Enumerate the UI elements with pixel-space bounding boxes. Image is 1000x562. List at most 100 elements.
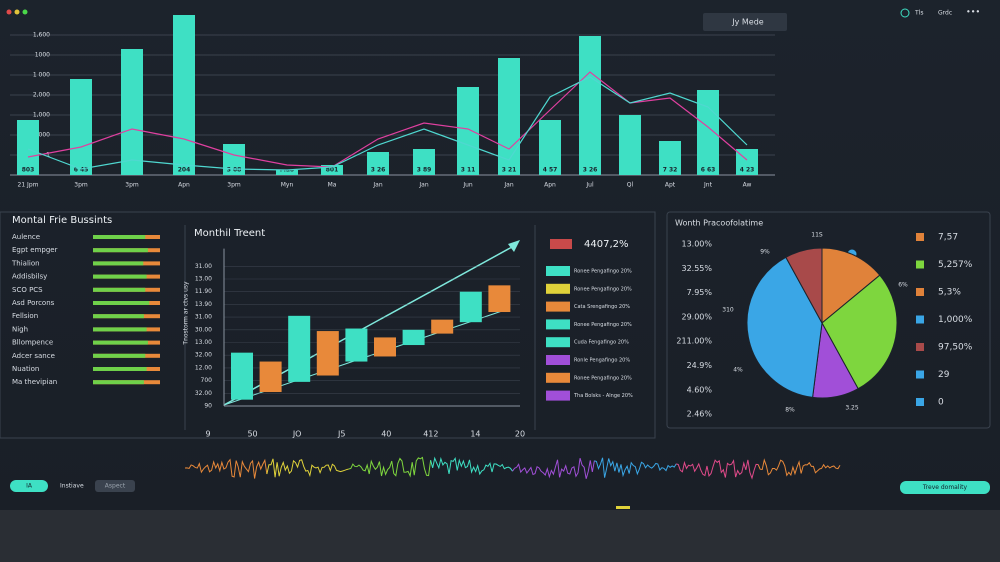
metric-label: Ma thevipian bbox=[12, 378, 57, 386]
action-button[interactable] bbox=[900, 481, 990, 494]
legend-swatch bbox=[546, 266, 570, 276]
grid-label[interactable]: Grdc bbox=[938, 10, 952, 17]
bar-note: 3 89 bbox=[417, 167, 432, 174]
x-tick-label: 21 Jpm bbox=[18, 182, 39, 189]
window-dot bbox=[6, 9, 12, 15]
pie-axis-label: 211.00% bbox=[676, 337, 712, 346]
bar-note: 3 08 bbox=[227, 167, 242, 174]
legend-swatch bbox=[546, 390, 570, 401]
legend-label: Ronee Pengafingo 20% bbox=[574, 286, 632, 292]
y-tick-label: 31.00 bbox=[195, 314, 212, 321]
x-tick-label: Apn bbox=[544, 182, 556, 189]
x-tick-label: Jan bbox=[372, 182, 382, 189]
metric-bar bbox=[93, 248, 148, 253]
range-bar bbox=[345, 328, 368, 362]
y-tick-label: 1,000 bbox=[33, 112, 50, 119]
metric-bar bbox=[93, 314, 144, 319]
pie-axis-label: 32.55% bbox=[681, 264, 712, 273]
trend-title: Monthil Treent bbox=[194, 228, 265, 239]
y-tick-label: 32.00 bbox=[195, 352, 212, 359]
footer-button-label[interactable]: Instiave bbox=[60, 483, 84, 490]
bar bbox=[619, 115, 641, 175]
metric-bar bbox=[93, 340, 148, 345]
pie-axis-label: 24.9% bbox=[687, 361, 713, 370]
mode-button[interactable] bbox=[703, 13, 787, 31]
legend-label: 5,3% bbox=[938, 288, 961, 298]
line-series bbox=[27, 71, 748, 168]
footer-button[interactable] bbox=[10, 480, 48, 492]
x-tick-label: Jul bbox=[585, 182, 594, 189]
wave-segment bbox=[348, 456, 432, 478]
pie-annotation: 310 bbox=[722, 307, 734, 314]
x-tick-label: Ma bbox=[328, 182, 337, 189]
bar-note: 3 21 bbox=[502, 167, 517, 174]
bar-note: 801 bbox=[326, 167, 339, 174]
range-bar bbox=[288, 315, 311, 382]
legend-swatch bbox=[546, 283, 570, 294]
metric-label: SCO PCS bbox=[12, 286, 43, 294]
bar-note: 7 32 bbox=[663, 167, 678, 174]
x-tick-label: 50 bbox=[247, 430, 257, 439]
legend-swatch bbox=[546, 355, 570, 365]
bar bbox=[367, 152, 389, 175]
footer-button-label[interactable]: Aspect bbox=[105, 483, 126, 490]
x-tick-label: Jan bbox=[503, 182, 513, 189]
y-tick-label: 1 bbox=[46, 152, 50, 159]
window-dot bbox=[22, 9, 28, 15]
legend-swatch bbox=[916, 288, 924, 296]
legend-swatch bbox=[916, 398, 924, 406]
bar-note: 803 bbox=[22, 167, 35, 174]
range-bar bbox=[402, 329, 425, 346]
x-tick-label: Apn bbox=[178, 182, 190, 189]
menu-icon[interactable]: ••• bbox=[966, 8, 980, 17]
legend-swatch bbox=[546, 319, 570, 330]
bar bbox=[457, 87, 479, 175]
y-tick-label: 13.00 bbox=[195, 276, 212, 283]
mode-button-label[interactable]: Jy Mede bbox=[731, 18, 764, 27]
tools-label[interactable]: Tls bbox=[914, 10, 923, 17]
footer-button[interactable] bbox=[95, 480, 135, 492]
bar bbox=[121, 49, 143, 175]
range-bar bbox=[259, 361, 282, 393]
range-bar bbox=[488, 285, 511, 313]
indicator bbox=[616, 506, 630, 509]
metric-bar bbox=[93, 367, 147, 371]
range-bar bbox=[316, 331, 339, 376]
bar bbox=[70, 79, 92, 175]
bar-note: 6 63 bbox=[701, 167, 716, 174]
bar bbox=[579, 36, 601, 175]
metric-bar bbox=[93, 380, 144, 385]
window-dot bbox=[14, 9, 20, 15]
metric-bar bbox=[93, 287, 146, 292]
y-tick-label: 2,000 bbox=[33, 92, 50, 99]
x-tick-label: Jan bbox=[418, 182, 428, 189]
x-tick-label: Aw bbox=[743, 182, 752, 189]
x-tick-label: 20 bbox=[515, 430, 525, 439]
pie-annotation: 11S bbox=[811, 232, 823, 239]
legend-label: Ronee Pengafingo 20% bbox=[574, 322, 632, 328]
status-icon bbox=[900, 8, 910, 18]
middle-panel bbox=[0, 211, 656, 439]
bar-note: 3 11 bbox=[461, 167, 476, 174]
legend-label: 97,50% bbox=[938, 343, 973, 353]
x-tick-label: 14 bbox=[470, 430, 480, 439]
footer-button-label[interactable]: IA bbox=[26, 483, 33, 490]
bar bbox=[697, 90, 719, 175]
metric-bar bbox=[93, 301, 150, 305]
metric-label: Nuation bbox=[12, 365, 39, 373]
wave-segment bbox=[757, 458, 841, 477]
legend-swatch bbox=[916, 370, 924, 379]
pie-title: Wonth Pracoofolatime bbox=[675, 219, 763, 228]
legend-label: Ronee Pengafingo 20% bbox=[574, 375, 632, 381]
wave-segment bbox=[266, 458, 349, 478]
action-button-label[interactable]: Treve domality bbox=[922, 484, 968, 491]
metric-label: Egpt empger bbox=[12, 246, 58, 254]
metric-label: Bllompence bbox=[12, 339, 53, 347]
pie-axis-label: 13.00% bbox=[681, 240, 712, 249]
y-tick-label: 11.90 bbox=[195, 288, 212, 295]
x-tick-label: 3pm bbox=[74, 182, 88, 189]
desk bbox=[0, 510, 1000, 562]
legend-label: 29 bbox=[938, 370, 950, 380]
metric-label: Aulence bbox=[12, 233, 40, 241]
